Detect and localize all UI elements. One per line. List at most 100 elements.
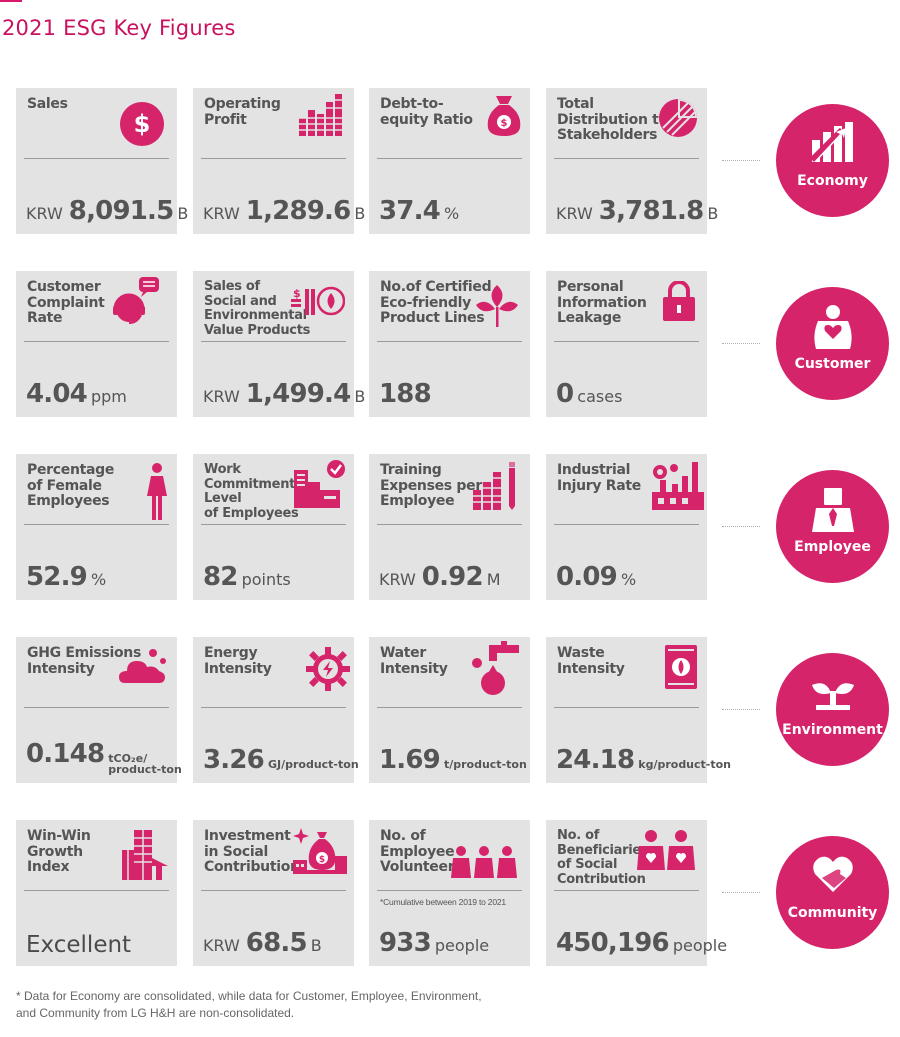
card-label: Water Intensity xyxy=(380,645,448,677)
factory-gear-icon xyxy=(652,462,704,515)
card-label: Personal Information Leakage xyxy=(557,279,647,326)
card-label: Work Commitment Level of Employees xyxy=(204,462,299,521)
value-unit: ppm xyxy=(90,387,127,406)
card-divider xyxy=(377,524,522,525)
page-title: 2021 ESG Key Figures xyxy=(2,16,236,40)
value-number: 1.69 xyxy=(379,745,441,775)
card-divider xyxy=(201,707,346,708)
card-label: No. of Beneficiaries of Social Contribut… xyxy=(557,828,649,887)
category-environment: Environment xyxy=(776,653,889,766)
dollar-coin-icon: $ xyxy=(119,101,165,152)
card-divider xyxy=(201,524,346,525)
category-employee: Employee xyxy=(776,470,889,583)
value-number: 0.148 xyxy=(26,739,105,769)
female-icon xyxy=(145,462,169,525)
card-label: Sales of Social and Environmental Value … xyxy=(204,279,311,338)
card-label: GHG Emissions Intensity xyxy=(27,645,142,677)
value-number: 24.18 xyxy=(556,745,635,775)
card-value: 4.04 ppm xyxy=(26,379,127,409)
value-currency: KRW xyxy=(203,387,240,406)
card-divider xyxy=(377,890,522,891)
svg-text:$: $ xyxy=(319,855,325,865)
value-number: 3.26 xyxy=(203,745,265,775)
beneficiaries-icon xyxy=(637,830,695,875)
card-label: Sales xyxy=(27,96,68,112)
value-unit: % xyxy=(443,204,460,223)
value-currency: KRW xyxy=(26,204,63,223)
value-unit: people xyxy=(672,936,728,955)
card-label: No.of Certified Eco-friendly Product Lin… xyxy=(380,279,492,326)
card-value: 37.4% xyxy=(379,196,459,226)
books-pencil-icon xyxy=(473,460,519,515)
card-divider xyxy=(201,341,346,342)
card-value: 188 xyxy=(379,379,432,409)
top-accent-bar xyxy=(0,0,22,2)
connector-dots xyxy=(722,343,760,344)
connector-dots xyxy=(722,709,760,710)
card-value: 1.69 t/product-ton xyxy=(379,745,527,775)
key-figure-card: Debt-to- equity Ratio $37.4% xyxy=(369,88,530,234)
value-unit: t/product-ton xyxy=(443,758,527,771)
footnote: * Data for Economy are consolidated, whi… xyxy=(16,989,482,1020)
key-figure-card: Sales of Social and Environmental Value … xyxy=(193,271,365,417)
value-number: 0 xyxy=(556,379,574,409)
card-value: KRW 0.92 M xyxy=(379,562,501,592)
key-figure-card: No. of Beneficiaries of Social Contribut… xyxy=(546,820,727,966)
key-figure-card: Personal Information Leakage 0 cases xyxy=(546,271,707,417)
value-currency: KRW xyxy=(556,204,593,223)
key-figure-card: No. of Employee Volunteers *Cumulative be… xyxy=(369,820,530,966)
key-figure-card: Investment in Social Contribution $ KRW 68.… xyxy=(193,820,354,966)
key-figure-card: Work Commitment Level of Employees 82 poin… xyxy=(193,454,354,600)
leaf-icon xyxy=(474,281,520,332)
card-value: Excellent xyxy=(26,932,131,958)
value-unit: M xyxy=(486,570,501,589)
card-label: Industrial Injury Rate xyxy=(557,462,641,494)
card-label: Investment in Social Contribution xyxy=(204,828,300,875)
value-text: Excellent xyxy=(26,932,132,958)
key-figure-card: No.of Certified Eco-friendly Product Lin… xyxy=(369,271,530,417)
investment-bag-icon: $ xyxy=(293,826,349,879)
card-value: KRW 1,499.4 B xyxy=(203,379,365,409)
cloud-icon xyxy=(119,647,169,688)
card-divider xyxy=(24,524,169,525)
money-bag-icon: $ xyxy=(486,94,522,141)
key-figure-card: Customer Complaint Rate 4.04 ppm xyxy=(16,271,177,417)
value-currency: KRW xyxy=(379,570,416,589)
value-unit: B xyxy=(354,387,366,406)
card-divider xyxy=(554,707,699,708)
value-number: 4.04 xyxy=(26,379,88,409)
value-number: 0.92 xyxy=(421,562,484,592)
card-value: KRW 68.5 B xyxy=(203,928,322,958)
card-divider xyxy=(201,890,346,891)
card-value: 52.9% xyxy=(26,562,106,592)
card-divider xyxy=(554,524,699,525)
card-label: Energy Intensity xyxy=(204,645,272,677)
value-unit: % xyxy=(90,570,107,589)
key-figure-card: Total Distribution to Stakeholders KRW 3,7… xyxy=(546,88,718,234)
eco-sales-icon: $ xyxy=(291,281,346,326)
value-unit: tCO₂e/ product-ton xyxy=(108,752,182,776)
person-tie-icon xyxy=(812,488,854,537)
card-value: 82 points xyxy=(203,562,291,592)
key-figure-card: Win-Win Growth Index Excellent xyxy=(16,820,177,966)
value-unit: kg/product-ton xyxy=(638,758,732,771)
card-label: Debt-to- equity Ratio xyxy=(380,96,473,128)
card-divider xyxy=(377,341,522,342)
value-unit: B xyxy=(310,936,322,955)
chart-growth-icon xyxy=(809,122,854,167)
connector-dots xyxy=(722,160,760,161)
card-label: Waste Intensity xyxy=(557,645,625,677)
pie-chart-icon xyxy=(658,98,698,143)
value-number: 1,289.6 xyxy=(245,196,351,226)
card-divider xyxy=(24,341,169,342)
volunteers-icon xyxy=(451,846,517,883)
card-value: 0.148 tCO₂e/ product-ton xyxy=(26,739,182,775)
svg-text:$: $ xyxy=(134,110,151,138)
svg-text:$: $ xyxy=(293,287,301,300)
factory-check-icon xyxy=(294,460,346,513)
value-number: 0.09 xyxy=(556,562,618,592)
value-unit: GJ/product-ton xyxy=(267,758,359,771)
card-value: 24.18 kg/product-ton xyxy=(556,745,731,775)
key-figure-card: Waste Intensity 24.18 kg/product-ton xyxy=(546,637,731,783)
card-divider xyxy=(201,158,346,159)
